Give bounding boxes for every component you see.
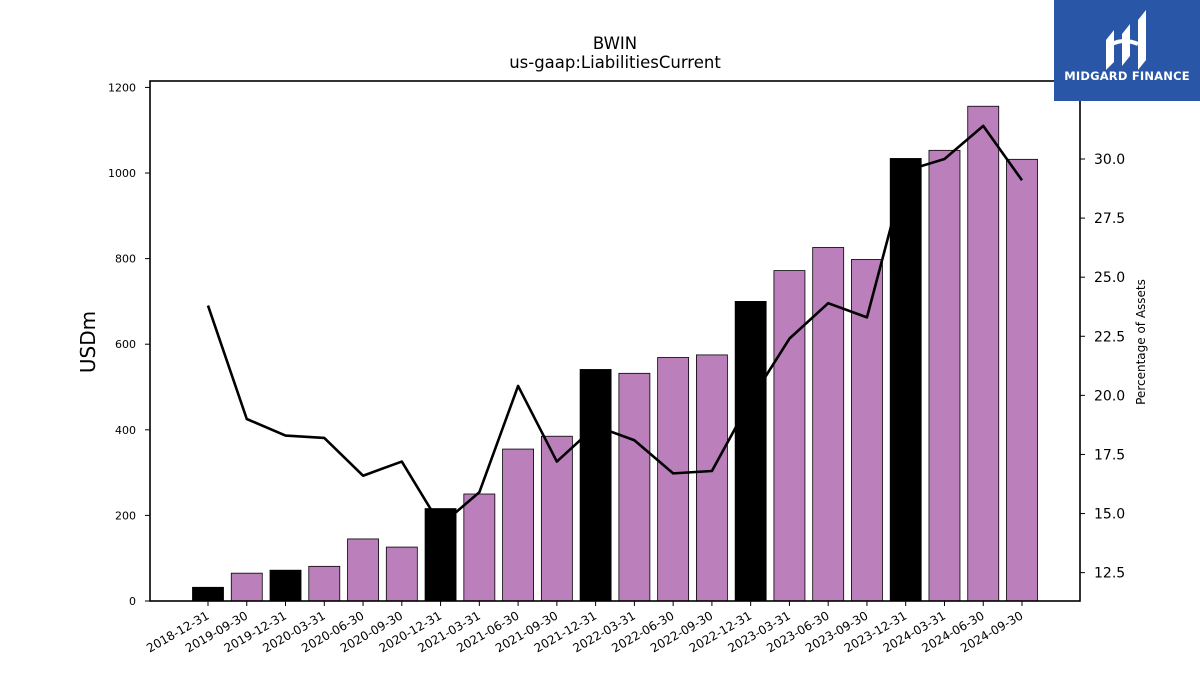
bar-2023-09-30 <box>851 259 883 602</box>
bar-2022-06-30 <box>657 357 690 602</box>
y-tick-label: 200 <box>115 509 136 522</box>
bar-2023-06-30 <box>812 247 845 602</box>
y2-tick-label: 20.0 <box>1094 388 1125 404</box>
bar-2024-03-31 <box>928 149 961 602</box>
y2-axis-label: Percentage of Assets <box>1134 279 1148 405</box>
plot-frame <box>149 80 1081 602</box>
chart-title: BWIN <box>593 34 637 53</box>
chart-subtitle: us-gaap:LiabilitiesCurrent <box>509 53 721 72</box>
y2-tick-label: 30.0 <box>1094 152 1125 168</box>
bar-2022-12-31 <box>734 301 767 602</box>
line-layer <box>206 124 1024 527</box>
bar-2020-09-30 <box>385 546 418 602</box>
bar-2021-03-31 <box>463 493 496 602</box>
bar-2020-03-31 <box>308 565 341 602</box>
y2-tick-label: 25.0 <box>1094 270 1125 286</box>
bar-2019-12-31 <box>269 569 302 602</box>
y-tick-label: 1000 <box>108 167 136 180</box>
y2-tick-label: 22.5 <box>1094 329 1125 345</box>
bar-2024-09-30 <box>1006 158 1038 602</box>
y2-tick-label: 17.5 <box>1094 447 1125 463</box>
bar-2019-09-30 <box>230 572 263 602</box>
y2-tick-label: 15.0 <box>1094 507 1125 523</box>
y2-tick-label: 12.5 <box>1094 566 1125 582</box>
bar-2022-09-30 <box>696 354 728 602</box>
y-tick-label: 400 <box>115 424 136 437</box>
y-tick-label: 1200 <box>108 81 136 94</box>
y-tick-label: 600 <box>115 338 136 351</box>
brand-logo: MIDGARD FINANCE <box>1054 0 1200 101</box>
y-tick-label: 800 <box>115 253 136 266</box>
percentage-of-assets-line <box>206 124 1024 527</box>
bar-2021-12-31 <box>579 369 612 602</box>
y-axis-label: USDm <box>76 311 100 373</box>
logo-text: MIDGARD FINANCE <box>1064 69 1190 83</box>
bar-2020-06-30 <box>347 538 379 602</box>
y2-tick-label: 27.5 <box>1094 211 1125 227</box>
bar-2021-06-30 <box>502 448 535 602</box>
y-tick-label: 0 <box>129 595 136 608</box>
bar-2022-03-31 <box>618 372 651 602</box>
bar-2018-12-31 <box>192 586 224 602</box>
midgard-logo-icon <box>1106 10 1146 70</box>
bar-2024-06-30 <box>967 105 1000 602</box>
bar-2020-12-31 <box>424 508 457 602</box>
bar-2023-03-31 <box>773 270 806 602</box>
bars-layer <box>192 105 1038 602</box>
bar-2021-09-30 <box>540 435 573 602</box>
bar-2023-12-31 <box>889 158 922 602</box>
